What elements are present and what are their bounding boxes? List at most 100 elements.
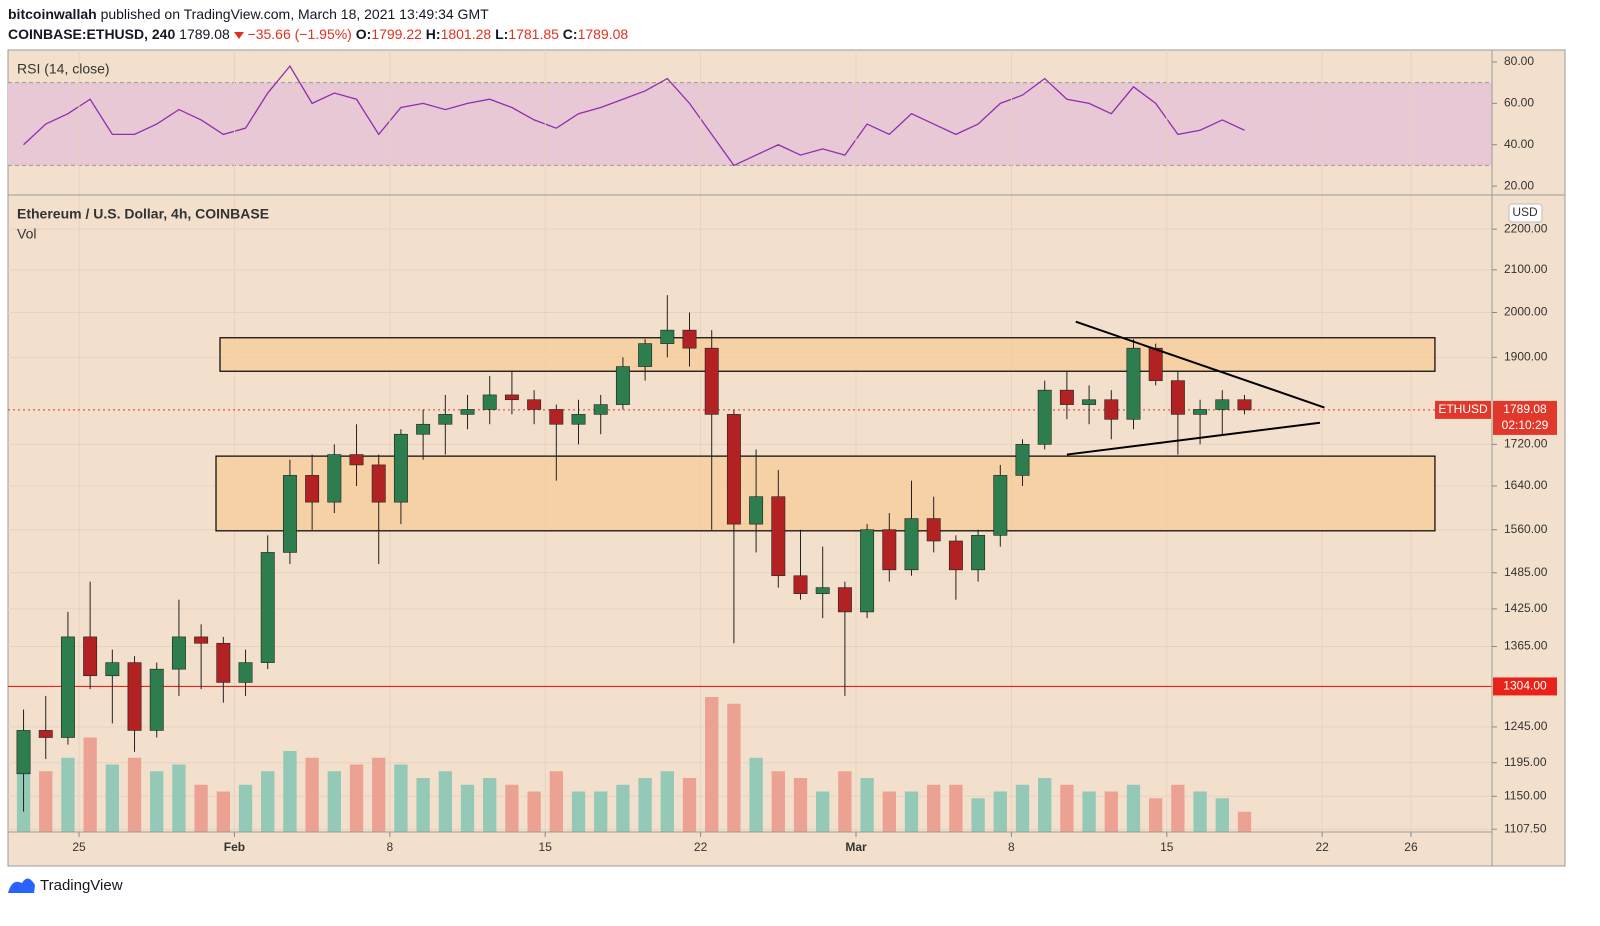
candle-body [38,730,53,738]
volume-bar [150,771,164,832]
x-tick-label: 15 [539,840,553,854]
volume-bar [660,771,674,832]
candle-body [349,454,364,466]
volume-bar [172,764,186,832]
candle-body [638,343,653,367]
volume-bar [483,778,497,832]
candle-body [438,414,453,425]
volume-bar [616,784,630,832]
volume-bar [549,771,563,832]
main-title: Ethereum / U.S. Dollar, 4h, COINBASE [17,206,269,222]
zone [219,337,1436,372]
candle-body [860,529,875,613]
unit-box [1508,203,1543,223]
volume-bar [882,791,896,832]
candle-body [527,399,542,410]
volume-bar [949,784,963,832]
rsi-tick-label: 80.00 [1504,54,1534,68]
volume-bar [682,778,697,832]
volume-bar [1171,784,1185,832]
candle-body [1126,347,1141,420]
volume-bar [505,784,519,832]
volume-bar [594,791,608,832]
candle-body [60,636,75,738]
candle-body [1015,444,1030,476]
volume-bar [127,757,142,832]
brand: TradingView [40,877,123,894]
volume-bar [238,784,253,832]
volume-bar [460,784,475,832]
ohlc-label: C: [562,26,578,42]
y-tick-label: 1245.00 [1504,719,1548,733]
candle-body [1215,399,1230,410]
candle-body [416,423,431,435]
y-tick-label: 1560.00 [1504,522,1548,536]
plot-layer: 20.00 40.00 60.00 80.00 25 Feb 8 15 22 Mar 8 15 22 26… [8,50,1557,854]
y-tick-label: 1107.50 [1504,821,1547,835]
volume-bar [816,791,830,832]
volume-bar [904,791,919,832]
volume-bar [793,778,808,832]
candle-body [105,662,120,677]
candle-body [571,414,586,425]
publish-line: bitcoinwallah published on TradingView.c… [8,4,628,24]
volume-bar [327,771,341,832]
y-tick-label: 2100.00 [1504,262,1548,276]
volume-label: Vol [17,226,36,242]
candle-body [660,329,675,344]
volume-bar [105,764,119,832]
change: −35.66 (−1.95%) [247,26,352,42]
volume-bar [216,791,230,832]
volume-bar [438,771,452,832]
rsi-tick-label: 60.00 [1504,96,1534,110]
volume-bar [39,771,53,832]
candle-body [704,347,719,415]
ohlc-label: H: [425,26,441,42]
x-tick-label: 26 [1404,840,1418,854]
candle-body [904,518,919,571]
y-tick-label: 1720.00 [1504,437,1548,451]
trendline [1066,421,1321,456]
symbol-tag-label: ETHUSD [1438,402,1488,416]
volume-bar [749,757,763,832]
countdown: 02:10:29 [1502,418,1549,432]
ohlc-value: 1799.22 [371,26,422,42]
rsi-tick-label: 20.00 [1504,178,1534,192]
volume-bar [771,771,785,832]
x-tick-label: Feb [224,840,245,854]
x-tick-label: 22 [1315,840,1329,854]
volume-bar [194,784,208,832]
y-tick-label: 2000.00 [1504,305,1548,319]
volume-bar [1082,791,1096,832]
candle-body [460,409,475,415]
volume-bar [261,771,275,832]
price-tag-label: 1789.08 [1503,402,1547,416]
volume-bar [727,703,741,832]
candle-body [926,518,941,542]
candle-body [194,636,209,644]
ohlc-value: 1789.08 [577,26,629,42]
volume-bar [971,798,985,832]
volume-bar [1149,798,1163,832]
rsi-title: RSI (14, close) [17,61,110,77]
x-tick-label: 8 [386,840,393,854]
down-arrow [233,32,244,40]
volume-bar [1193,791,1207,832]
published: published on TradingView.com, March 18, … [100,6,489,22]
candle-body [482,394,497,410]
unit-label: USD [1512,205,1538,219]
y-tick-label: 1425.00 [1504,601,1548,615]
candle-body [749,496,764,525]
candle-body [1148,347,1163,381]
support-tag [1493,677,1557,696]
candle-body [371,464,386,503]
volume-bar [571,791,586,832]
quote-line: COINBASE:ETHUSD, 240 1789.08 −35.66 (−1.… [8,24,628,44]
y-tick-label: 1195.00 [1504,755,1547,769]
x-tick-label: 8 [1008,840,1015,854]
x-tick-label: Mar [845,840,867,854]
candle-body [549,409,564,425]
tradingview-logo [8,878,35,893]
volume-bar [305,757,319,832]
candle-body [771,496,786,577]
